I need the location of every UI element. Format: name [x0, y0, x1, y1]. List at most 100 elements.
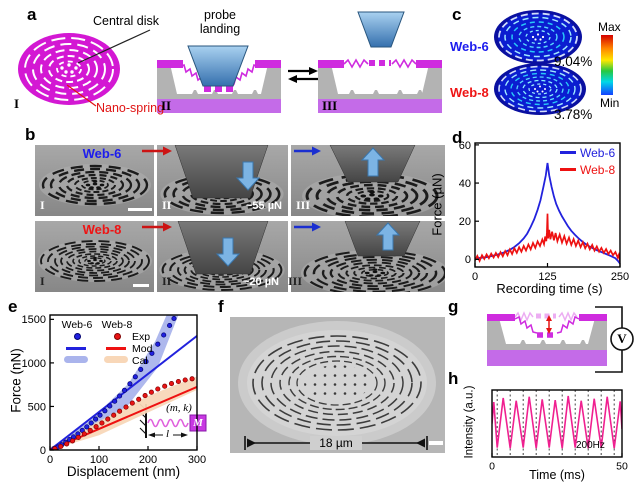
f-dimension-label: 18 µm	[310, 436, 362, 450]
web8-exp-dots	[136, 396, 142, 402]
web6-exp-dots	[79, 427, 85, 433]
probe-tip	[357, 11, 405, 48]
web8-numeral-3: III	[288, 274, 303, 288]
web6-exp-dots	[97, 412, 103, 418]
y-tick-label: 500	[28, 401, 46, 413]
web8-exp-dots	[162, 383, 168, 389]
chart-axes	[474, 142, 621, 268]
sem-web8-released	[291, 221, 445, 292]
web8-exp-dots	[64, 441, 70, 447]
sem-probe	[344, 221, 421, 257]
e-x-axis-label: Displacement (nm)	[66, 464, 181, 479]
web8-exp-dots	[155, 386, 161, 392]
web8-exp-dots	[175, 378, 181, 385]
y-tick-label: 0	[465, 254, 471, 266]
colorbar-min-label: Min	[600, 96, 620, 110]
oscillation-arrow-icon	[546, 315, 552, 334]
web6-exp-dots	[84, 424, 90, 430]
probe-landing-label: probe landing	[185, 8, 255, 37]
e-legend-mod-line-red	[106, 347, 126, 350]
step-arrows	[142, 146, 321, 232]
web6-exp-dots	[63, 439, 69, 445]
equilibrium-arrows	[288, 67, 318, 83]
sem-probe	[329, 145, 416, 183]
panel-label-c: c	[452, 5, 462, 24]
colorbar	[601, 35, 613, 95]
schematic-landed	[157, 45, 281, 113]
nano-spring-left	[343, 58, 369, 69]
probe-tip	[187, 45, 249, 87]
web6-exp-dots	[167, 322, 173, 329]
d-x-axis-label: Recording time (s)	[496, 281, 603, 296]
web6-exp-dots	[161, 332, 167, 338]
disk-center-dots	[60, 63, 78, 74]
inset-length-label: l	[166, 428, 170, 440]
web6-exp-dots	[155, 341, 161, 347]
web8-exp-dots	[129, 400, 135, 406]
scale-bar	[429, 441, 443, 445]
web6-exp-dots	[121, 387, 128, 393]
e-legend-exp-label: Exp	[132, 331, 151, 343]
scale-bar	[128, 208, 152, 211]
web8-exp-dots	[58, 443, 64, 450]
e-legend-mod-label: Mod	[132, 343, 153, 355]
web8-numeral-1: I	[40, 274, 45, 288]
web6-exp-dots	[70, 434, 77, 440]
spring-down-position	[514, 315, 580, 338]
web8-numeral-2: II	[162, 274, 172, 288]
web6-exp-dots	[171, 315, 177, 322]
web6-numeral-2: II	[162, 198, 172, 212]
web6-exp-dots	[93, 416, 99, 422]
web8-exp-dots	[189, 376, 195, 382]
y-tick-label: 1500	[22, 314, 46, 326]
e-legend-exp-dot-blue	[74, 333, 81, 340]
e-legend-cal-band-red	[104, 356, 128, 363]
panel-label-e: e	[8, 297, 18, 316]
web6-force-curve	[475, 162, 620, 265]
central-disk-leader-line	[77, 29, 151, 64]
panel-label-b: b	[25, 125, 36, 144]
central-disk-label: Central disk	[93, 14, 159, 28]
panel-label-h: h	[448, 369, 459, 388]
chart-plot-area	[475, 162, 620, 265]
web6-exp-dots	[117, 393, 123, 399]
e-legend-col-web8: Web-8	[101, 319, 133, 331]
web-disk-schematic	[18, 33, 120, 105]
web8-map-label: Web-8	[450, 85, 489, 100]
sem-probe	[177, 221, 269, 275]
web6-exp-dots	[51, 446, 57, 450]
web6-exp-dots	[127, 381, 133, 387]
web6-mod-line	[50, 335, 197, 450]
panel-label-d: d	[452, 128, 463, 147]
web8-exp-dots	[117, 408, 123, 414]
nano-spring-label: Nano-spring	[96, 101, 165, 115]
scale-bar	[133, 284, 149, 287]
perforation-dots	[304, 365, 370, 401]
web6-title: Web-6	[82, 146, 122, 161]
web6-exp-dots	[88, 420, 94, 426]
inset-mass-label: M	[193, 417, 203, 429]
web6-exp-dots	[67, 436, 73, 443]
web6-exp-dots	[75, 431, 81, 437]
web8-exp-dots	[148, 389, 154, 395]
web6-exp-dots	[59, 442, 65, 448]
e-legend-exp-dot-red	[114, 333, 121, 340]
web6-exp-dots	[112, 398, 118, 404]
web6-exp-dots	[55, 444, 61, 450]
web6-exp-dots	[132, 374, 138, 380]
probe-landing-line2: landing	[199, 22, 241, 37]
spring-up-position	[514, 311, 578, 322]
web8-mod-line	[50, 385, 197, 450]
e-legend-cal-label: Cal	[132, 355, 148, 367]
nano-spring-left	[179, 63, 207, 88]
y-tick-label: 20	[459, 216, 471, 228]
panel-label-g: g	[448, 297, 459, 316]
nano-spring-right	[391, 58, 417, 69]
web8-exp-dots	[105, 416, 111, 422]
sem-probe	[174, 145, 269, 199]
y-tick-label: 0	[40, 445, 46, 457]
spring-coil	[147, 418, 189, 428]
